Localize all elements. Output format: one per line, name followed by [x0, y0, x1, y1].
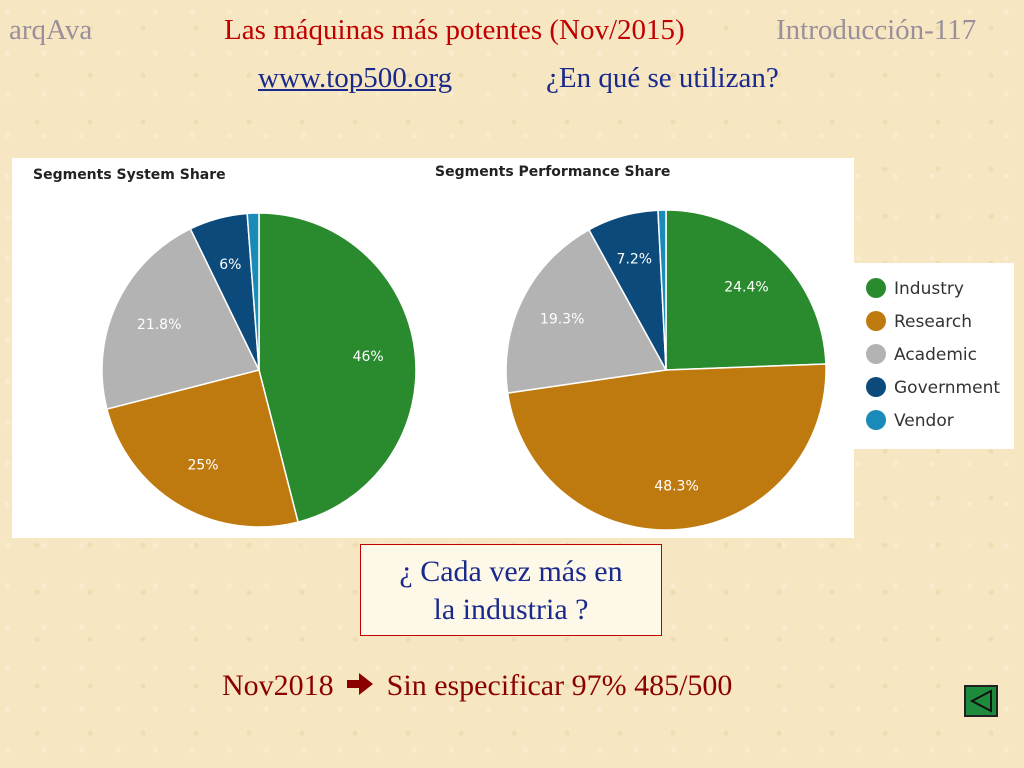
chart-title-system-share: Segments System Share — [33, 167, 226, 183]
pie-slice-academic — [505, 228, 668, 394]
pie-label-government: 7.2% — [617, 251, 653, 267]
footer-date: Nov2018 — [222, 669, 334, 702]
pie-slice-academic — [101, 227, 261, 410]
legend-swatch-industry — [866, 278, 886, 298]
legend-label-vendor: Vendor — [894, 411, 954, 431]
back-arrow-icon[interactable] — [964, 685, 998, 717]
chart-legend: Industry Research Academic Government Vendor — [854, 263, 1014, 449]
pie-label-research: 25% — [187, 458, 218, 474]
legend-swatch-vendor — [866, 410, 886, 430]
callout-line-1: ¿ Cada vez más en — [399, 555, 623, 588]
section-label: Introducción-117 — [776, 14, 977, 46]
top500-link[interactable]: www.top500.org — [258, 62, 453, 94]
pie-performance-share: 24.4% 48.3% 19.3% 7.2% — [505, 209, 827, 531]
course-name: arqAva — [9, 14, 93, 46]
legend-swatch-research — [866, 311, 886, 331]
callout-line-2: la industria ? — [433, 593, 589, 626]
chart-title-performance-share: Segments Performance Share — [435, 164, 670, 180]
legend-label-industry: Industry — [894, 279, 964, 299]
arrow-right-icon — [347, 669, 374, 703]
pie-label-industry: 24.4% — [724, 279, 768, 295]
pie-label-academic: 19.3% — [540, 311, 584, 327]
pie-charts: Segments System Share Segments Performan… — [33, 164, 827, 531]
pie-slice-industry — [665, 209, 827, 371]
legend-swatch-government — [866, 377, 886, 397]
pie-slice-vendor — [657, 209, 667, 371]
legend-label-government: Government — [894, 378, 1000, 398]
pie-slice-vendor — [246, 212, 260, 371]
charts-panel: Segments System Share Segments Performan… — [12, 158, 854, 538]
callout-box: ¿ Cada vez más en la industria ? — [360, 544, 662, 636]
slide-title: Las máquinas más potentes (Nov/2015) — [224, 14, 685, 46]
pie-slice-research — [106, 369, 299, 528]
pie-label-research: 48.3% — [654, 479, 698, 495]
legend-swatch-academic — [866, 344, 886, 364]
pie-label-academic: 21.8% — [137, 317, 181, 333]
pie-slice-research — [506, 363, 827, 531]
legend-label-research: Research — [894, 312, 972, 332]
footer-note: Nov2018 Sin especificar 97% 485/500 — [222, 669, 732, 703]
pie-label-industry: 46% — [353, 349, 384, 365]
legend-label-academic: Academic — [894, 345, 977, 365]
footer-text: Sin especificar 97% 485/500 — [386, 669, 733, 702]
pie-slice-industry — [258, 212, 417, 523]
slide-question: ¿En qué se utilizan? — [546, 62, 779, 94]
pie-system-share: 46% 25% 21.8% 6% — [101, 212, 417, 528]
legend-items: Industry Research Academic Government Vendor — [866, 278, 1000, 431]
pie-label-government: 6% — [219, 257, 241, 273]
